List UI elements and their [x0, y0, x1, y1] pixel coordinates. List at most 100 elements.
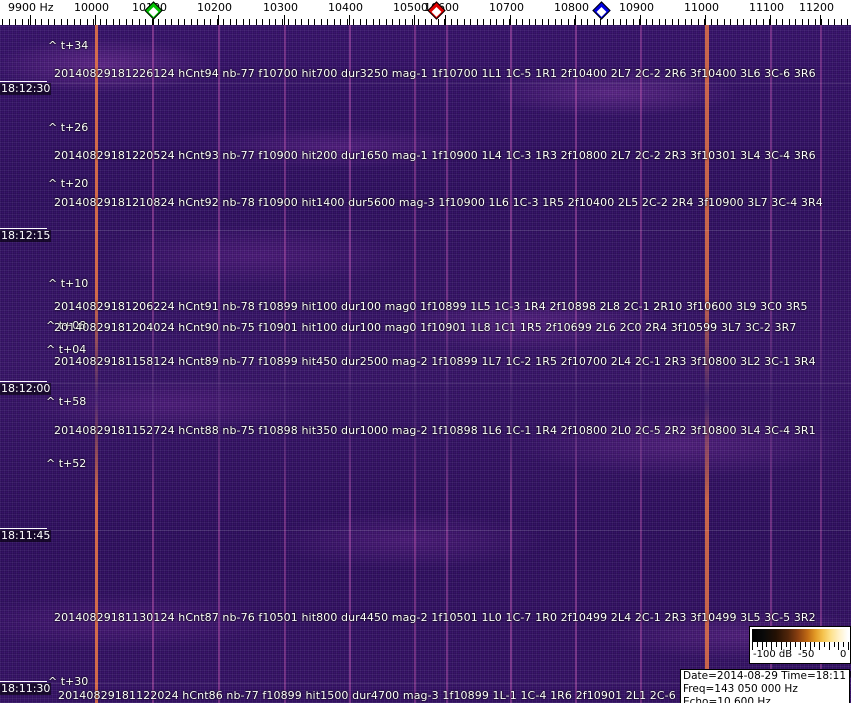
freq-minor-tick: [106, 19, 107, 25]
time-label: 18:12:00: [0, 382, 52, 395]
freq-minor-tick: [301, 19, 302, 25]
time-gridline: [0, 383, 851, 384]
colorbar-legend: -100 dB -50 0: [749, 626, 851, 664]
freq-minor-tick: [230, 19, 231, 25]
colorbar-tick: [766, 642, 767, 647]
freq-minor-tick: [399, 19, 400, 25]
event-time-mark: ^ t+52: [46, 457, 87, 470]
colorbar-tick: [757, 642, 758, 647]
freq-minor-tick: [119, 19, 120, 25]
freq-minor-tick: [405, 19, 406, 25]
echo-detection-row: 20140829181152724 hCnt88 nb-75 f10898 hi…: [54, 424, 816, 437]
carrier-line: [446, 25, 448, 703]
freq-minor-tick: [425, 19, 426, 25]
time-tick-rule: [0, 228, 47, 229]
colorbar-gradient: [752, 629, 848, 642]
echo-detection-row: 20140829181130124 hCnt87 nb-76 f10501 hi…: [54, 611, 816, 624]
freq-minor-tick: [223, 19, 224, 25]
colorbar-tick: [781, 642, 782, 650]
info-frequency: Freq=143 050 000 Hz: [683, 683, 798, 695]
freq-major-tick: [820, 15, 821, 25]
freq-minor-tick: [48, 19, 49, 25]
freq-minor-tick: [171, 19, 172, 25]
echo-detection-row: 20140829181210824 hCnt92 nb-78 f10900 hi…: [54, 196, 823, 209]
freq-minor-tick: [470, 19, 471, 25]
freq-minor-tick: [256, 19, 257, 25]
freq-minor-tick: [730, 19, 731, 25]
noise-floor: [0, 25, 851, 703]
freq-minor-tick: [678, 19, 679, 25]
event-time-mark: ^ t+10: [48, 277, 89, 290]
freq-label: 10800: [554, 1, 589, 14]
freq-minor-tick: [288, 19, 289, 25]
colorbar-tick: [800, 642, 801, 650]
freq-minor-tick: [22, 19, 23, 25]
freq-minor-tick: [145, 19, 146, 25]
carrier-line: [284, 25, 286, 703]
echo-detection-row: 20140829181206224 hCnt91 nb-78 f10899 hi…: [54, 300, 808, 313]
colorbar-tick: [776, 642, 777, 647]
carrier-line: [820, 25, 822, 703]
time-label: 18:12:30: [0, 82, 52, 95]
freq-minor-tick: [665, 19, 666, 25]
colorbar-tick: [824, 642, 825, 647]
carrier-line: [414, 25, 416, 703]
freq-minor-tick: [815, 19, 816, 25]
time-gridline: [0, 83, 851, 84]
info-echo: Echo=10 600 Hz: [683, 696, 771, 703]
freq-minor-tick: [74, 19, 75, 25]
freq-minor-tick: [152, 19, 153, 25]
colorbar-min-label: -100 dB: [753, 649, 793, 660]
event-time-mark: ^ t+58: [46, 395, 87, 408]
freq-minor-tick: [496, 19, 497, 25]
freq-minor-tick: [353, 19, 354, 25]
freq-minor-tick: [217, 19, 218, 25]
time-label: 18:11:30: [0, 682, 52, 695]
freq-minor-tick: [67, 19, 68, 25]
freq-minor-tick: [763, 19, 764, 25]
colorbar-tick: [814, 642, 815, 647]
freq-minor-tick: [243, 19, 244, 25]
spectrogram-waterfall[interactable]: 18:12:30 18:12:15 18:12:00 18:11:45 18:11:30…: [0, 25, 851, 703]
freq-minor-tick: [15, 19, 16, 25]
freq-label: 10500: [393, 1, 428, 14]
freq-minor-tick: [483, 19, 484, 25]
colorbar-tick: [810, 642, 811, 650]
freq-minor-tick: [249, 19, 250, 25]
carrier-line: [770, 25, 772, 703]
freq-minor-tick: [334, 19, 335, 25]
freq-minor-tick: [9, 19, 10, 25]
freq-minor-tick: [685, 19, 686, 25]
time-tick-rule: [0, 81, 47, 82]
freq-minor-tick: [782, 19, 783, 25]
blue-marker-icon[interactable]: [592, 1, 611, 20]
freq-minor-tick: [204, 19, 205, 25]
colorbar-tick: [848, 642, 849, 650]
freq-minor-tick: [516, 19, 517, 25]
carrier-line: [218, 25, 220, 703]
frequency-axis: 9900 Hz100001010010200103001040010500106…: [0, 0, 851, 25]
echo-detection-row: 20140829181220524 hCnt93 nb-77 f10900 hi…: [54, 149, 816, 162]
freq-minor-tick: [431, 19, 432, 25]
freq-minor-tick: [269, 19, 270, 25]
info-date-time: Date=2014-08-29 Time=18:11 UTC: [683, 670, 851, 682]
freq-minor-tick: [776, 19, 777, 25]
freq-major-tick: [30, 15, 31, 25]
freq-label: 10400: [328, 1, 363, 14]
freq-minor-tick: [646, 19, 647, 25]
colorbar-tick: [829, 642, 830, 650]
time-tick-rule: [0, 681, 47, 682]
freq-label: 11100: [749, 1, 784, 14]
freq-minor-tick: [366, 19, 367, 25]
echo-detection-row: 20140829181226124 hCnt94 nb-77 f10700 hi…: [54, 67, 816, 80]
carrier-line: [640, 25, 642, 703]
freq-major-tick: [510, 15, 511, 25]
freq-minor-tick: [633, 19, 634, 25]
carrier-line: [705, 25, 709, 703]
freq-minor-tick: [100, 19, 101, 25]
freq-minor-tick: [542, 19, 543, 25]
freq-minor-tick: [412, 19, 413, 25]
freq-minor-tick: [607, 19, 608, 25]
colorbar-tick: [805, 642, 806, 647]
